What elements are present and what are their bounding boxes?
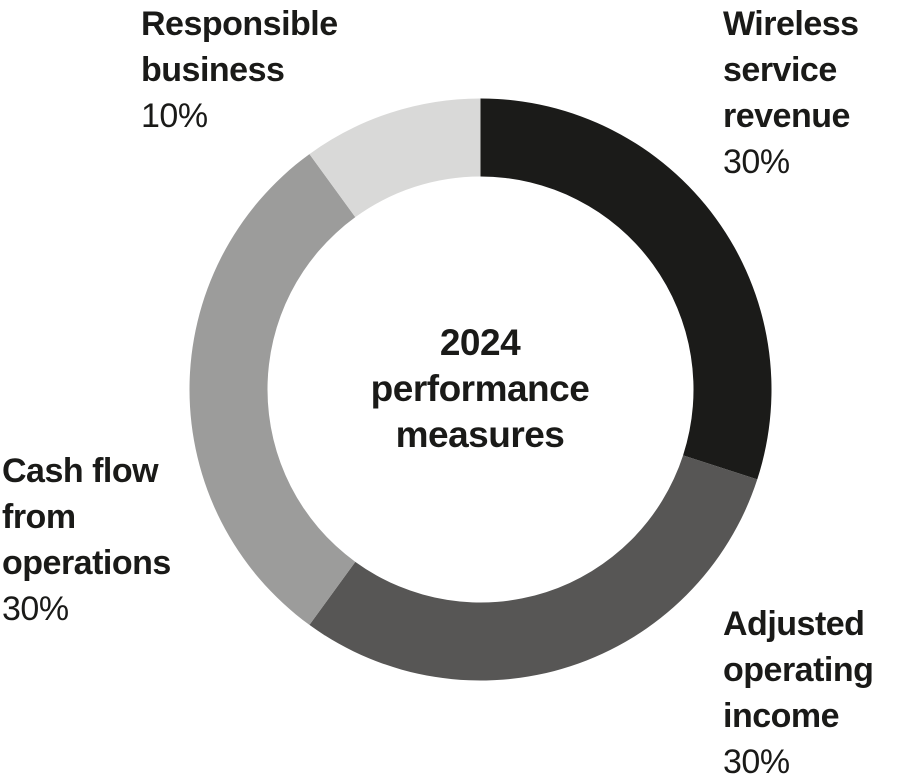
segment-percent: 30% — [2, 590, 69, 628]
segment-label-line: service — [723, 51, 837, 89]
label-wireless-service-revenue: Wireless service revenue 30% — [723, 1, 859, 185]
donut-segment — [309, 455, 758, 681]
segment-percent: 10% — [141, 97, 208, 135]
segment-percent: 30% — [723, 143, 790, 181]
segment-label-line: Adjusted — [723, 605, 865, 643]
segment-label-line: Cash flow — [2, 452, 159, 490]
segment-label-line: from — [2, 498, 76, 536]
segment-label-line: Wireless — [723, 5, 859, 43]
segment-label-line: income — [723, 697, 840, 735]
donut-segment — [309, 98, 481, 218]
segment-label-line: operations — [2, 544, 171, 582]
donut-segment — [480, 98, 772, 480]
segment-label-line: revenue — [723, 97, 850, 135]
center-label-line: 2024 — [439, 322, 521, 363]
donut-segment — [189, 154, 356, 625]
chart-center-label: 2024 performance measures — [320, 320, 640, 458]
donut-chart — [189, 98, 772, 681]
label-cash-flow-from-operations: Cash flow from operations 30% — [2, 448, 171, 632]
center-label-line: performance — [370, 368, 590, 409]
label-adjusted-operating-income: Adjusted operating income 30% — [723, 601, 874, 784]
segment-percent: 30% — [723, 743, 790, 781]
segment-label-line: Responsible — [141, 5, 338, 43]
segment-label-line: business — [141, 51, 285, 89]
center-label-line: measures — [395, 414, 565, 455]
label-responsible-business: Responsible business 10% — [141, 1, 338, 139]
segment-label-line: operating — [723, 651, 874, 689]
